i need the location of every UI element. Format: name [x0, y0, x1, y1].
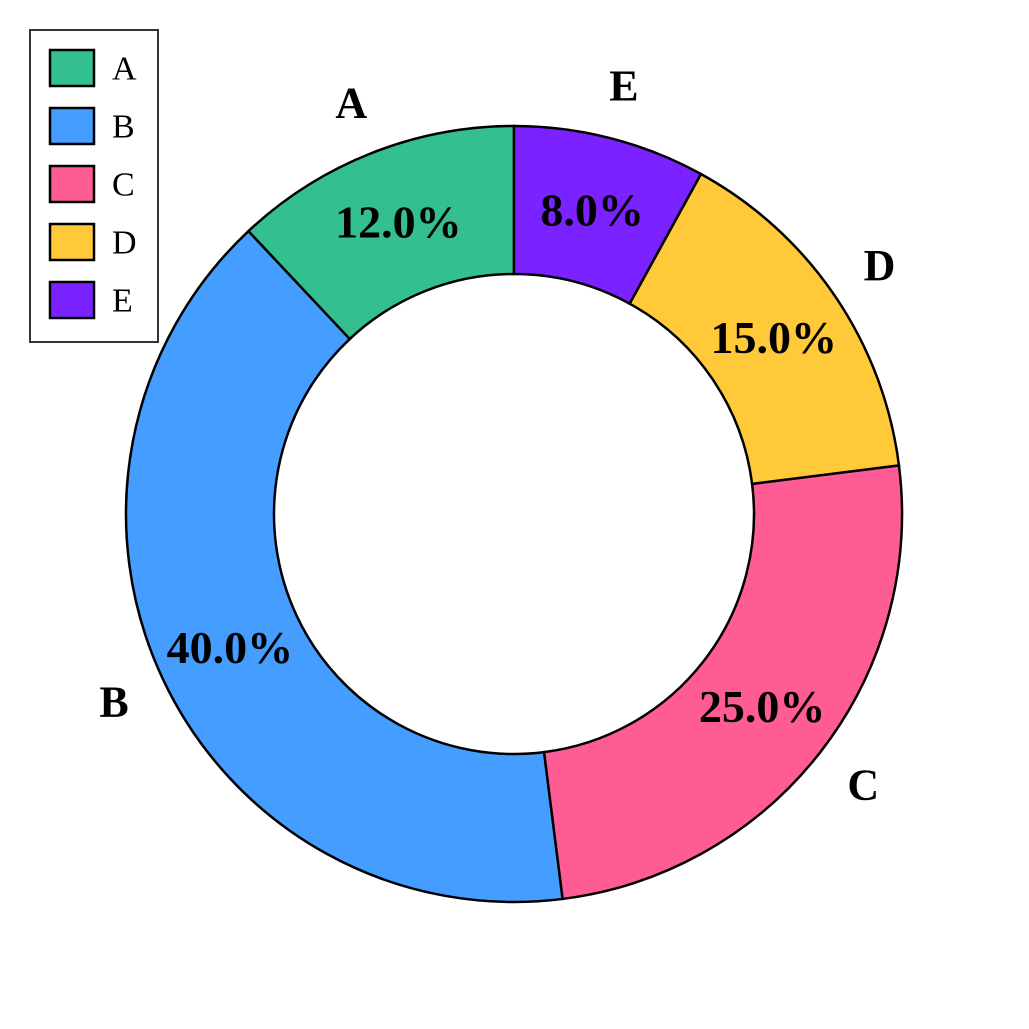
legend-label-d: D — [112, 225, 137, 262]
donut-segments — [124, 124, 904, 904]
percent-labels: 12.0% 40.0% 25.0% 15.0% 8.0% — [167, 184, 837, 732]
segment-b — [124, 229, 565, 904]
category-label-d: D — [864, 241, 896, 290]
legend-label-c: C — [112, 167, 135, 204]
percent-label-c: 25.0% — [699, 681, 826, 732]
legend-swatch-d — [48, 222, 96, 262]
category-label-c: C — [847, 760, 879, 809]
category-label-e: E — [609, 61, 638, 110]
legend-swatch-e — [48, 280, 96, 320]
percent-label-e: 8.0% — [540, 184, 644, 235]
percent-label-d: 15.0% — [710, 312, 837, 363]
category-label-a: A — [335, 79, 367, 128]
legend-swatch-a — [48, 48, 96, 88]
segment-d — [627, 172, 901, 486]
legend-label-b: B — [112, 109, 135, 146]
legend-swatch-c — [48, 164, 96, 204]
percent-label-b: 40.0% — [167, 622, 294, 673]
legend-label-a: A — [112, 51, 137, 88]
legend-swatch-b — [48, 106, 96, 146]
legend-label-e: E — [112, 283, 133, 320]
segment-e — [512, 124, 703, 306]
category-label-b: B — [99, 678, 128, 727]
segment-c — [542, 463, 904, 901]
percent-label-a: 12.0% — [335, 197, 462, 248]
